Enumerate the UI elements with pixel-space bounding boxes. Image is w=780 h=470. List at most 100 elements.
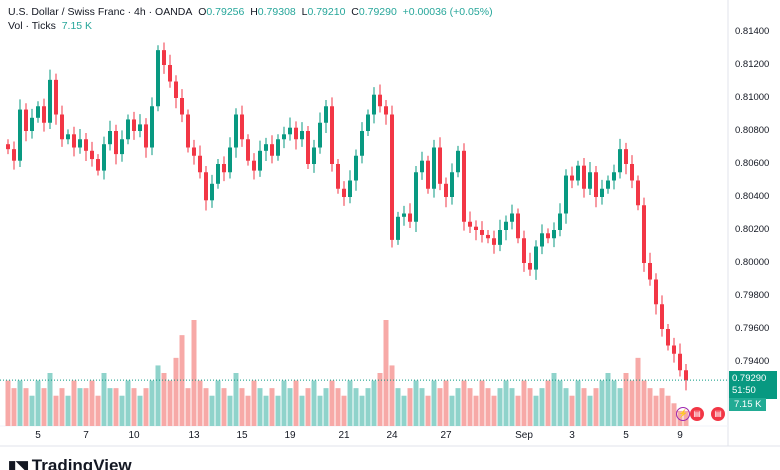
candle-body [570,175,574,181]
candle-body [648,263,652,280]
high-label: H [250,6,258,18]
candle-body [150,106,154,148]
volume-bar [383,320,389,426]
candle-body [606,180,610,189]
candle-body [78,139,82,148]
volume-bar [173,357,179,426]
candle-body [474,226,478,230]
volume-bar [509,388,515,426]
candle-body [60,114,64,140]
volume-bar [623,373,629,426]
volume-bar [443,380,449,426]
volume-bar [107,388,113,426]
volume-bar [191,320,197,426]
volume-bar [23,388,29,426]
candle-body [126,119,130,140]
volume-bar [617,388,623,426]
volume-bar [77,388,83,426]
candle-body [342,188,346,197]
volume-bar [521,380,527,426]
candle-body [90,150,94,160]
candle-body [240,114,244,140]
volume-bar [563,388,569,426]
volume-bar [11,388,17,426]
candle-body [480,230,484,235]
candle-body [660,304,664,329]
candle-body [558,213,562,230]
volume-bar [269,388,275,426]
candle-body [132,119,136,131]
volume-bar [257,388,263,426]
volume-bar [629,380,635,426]
us-flag-event-icon[interactable]: ▤ [690,407,704,421]
candle-body [594,172,598,197]
volume-bar [281,380,287,426]
candle-body [348,180,352,197]
candle-body [300,131,304,140]
candle-body [30,117,34,131]
tradingview-logo[interactable]: ▮◥ TradingView [8,456,132,470]
candle-body [216,164,220,184]
candle-body [534,246,538,270]
price-tick-label: 0.80000 [735,257,770,268]
last-price-tag: 0.79290 51:50 [729,371,777,399]
time-tick-label: 7 [83,430,89,441]
lightning-event-icon[interactable]: ⚡ [676,407,690,421]
volume-bar [605,373,611,426]
volume-bar [113,388,119,426]
volume-bar [491,395,497,426]
volume-bar [461,380,467,426]
volume-bar [587,395,593,426]
candle-body [96,159,100,171]
candle-body [72,134,76,148]
price-tick-label: 0.80400 [735,191,770,202]
candle-body [138,124,142,131]
candle-body [330,106,334,164]
price-tick-label: 0.79800 [735,290,770,301]
symbol-title[interactable]: U.S. Dollar / Swiss Franc · 4h · OANDA [8,6,193,18]
volume-bar [473,395,479,426]
volume-bar [527,388,533,426]
volume-bar [653,395,659,426]
volume-bar [647,388,653,426]
volume-bar [389,365,395,426]
candle-body [180,98,184,115]
candle-body [288,127,292,135]
volume-bar [425,395,431,426]
volume-bar [353,388,359,426]
volume-bar [557,380,563,426]
volume-bar [485,388,491,426]
volume-bar [29,395,35,426]
candle-body [12,149,16,161]
candle-body [318,122,322,148]
candle-body [234,114,238,148]
volume-value: 7.15 K [61,20,93,32]
candle-body [516,213,520,239]
volume-bar [539,388,545,426]
volume-bar [323,388,329,426]
candle-body [636,180,640,206]
volume-bar [155,365,161,426]
time-tick-label: 19 [284,430,296,441]
candle-body [408,213,412,222]
candle-body [294,127,298,140]
candle-body [576,165,580,181]
candle-body [246,139,250,161]
volume-bar [341,395,347,426]
candle-body [546,233,550,239]
candle-body [6,144,10,150]
us-flag-event-icon[interactable]: ▤ [711,407,725,421]
candle-body [258,150,262,171]
candle-body [510,213,514,222]
volume-bar [545,380,551,426]
candle-body [438,147,442,184]
volume-bar [119,395,125,426]
candle-body [450,172,454,197]
time-tick-label: 10 [128,430,140,441]
volume-bar [149,380,155,426]
volume-bar [311,380,317,426]
candle-body [420,160,424,173]
volume-bar [431,380,437,426]
volume-bar [611,380,617,426]
